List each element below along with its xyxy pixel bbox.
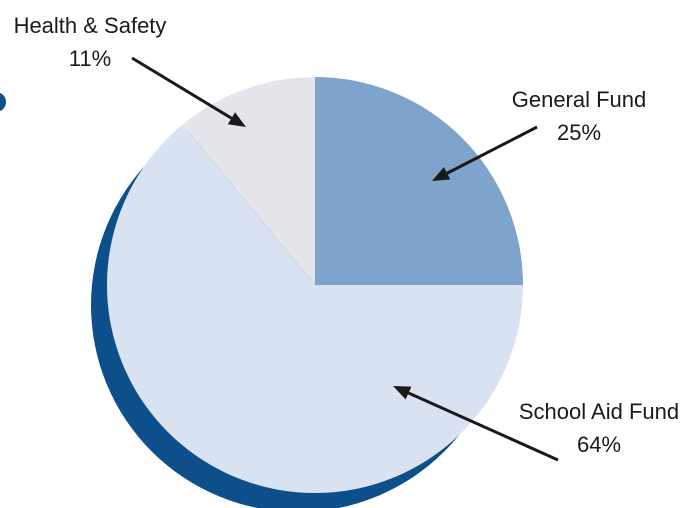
label-general-fund-name: General Fund bbox=[512, 87, 647, 112]
arrow-health-safety bbox=[131, 56, 246, 127]
arrow-general-fund-shaft bbox=[446, 125, 538, 175]
label-arrows bbox=[131, 56, 559, 462]
arrow-general-fund bbox=[432, 125, 538, 181]
arrow-health-safety-shaft bbox=[131, 56, 233, 120]
slice-labels: Health & Safety 11% General Fund 25% Sch… bbox=[14, 13, 680, 457]
label-health-safety-name: Health & Safety bbox=[14, 13, 167, 38]
accent-dot bbox=[0, 92, 6, 112]
label-school-aid-fund-name: School Aid Fund bbox=[519, 399, 679, 424]
arrow-school-aid-fund-shaft bbox=[407, 391, 559, 462]
arrow-school-aid-fund-head bbox=[393, 386, 412, 400]
label-school-aid-fund-percent: 64% bbox=[577, 432, 621, 457]
label-general-fund-percent: 25% bbox=[557, 120, 601, 145]
arrow-health-safety-head bbox=[227, 112, 246, 127]
pie-slice-health-safety bbox=[182, 77, 315, 285]
arrow-school-aid-fund bbox=[393, 386, 559, 462]
pie-slices bbox=[107, 77, 524, 494]
pie-slice-school-aid-fund bbox=[107, 124, 524, 494]
label-health-safety-percent: 11% bbox=[69, 46, 111, 71]
arrow-general-fund-head bbox=[432, 167, 451, 181]
pie-slice-general-fund bbox=[315, 77, 523, 285]
